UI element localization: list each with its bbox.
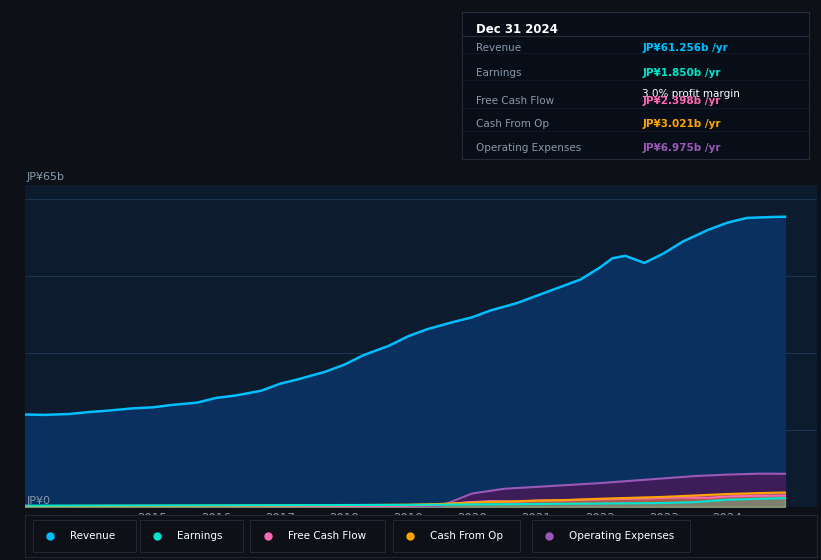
Text: JP¥6.975b /yr: JP¥6.975b /yr (642, 143, 721, 153)
Text: Earnings: Earnings (476, 68, 521, 78)
Text: Cash From Op: Cash From Op (430, 531, 503, 541)
Text: Operating Expenses: Operating Expenses (569, 531, 674, 541)
Text: JP¥2.398b /yr: JP¥2.398b /yr (642, 96, 721, 106)
Text: Cash From Op: Cash From Op (476, 119, 549, 129)
Text: Revenue: Revenue (476, 43, 521, 53)
Text: Earnings: Earnings (177, 531, 222, 541)
Text: Operating Expenses: Operating Expenses (476, 143, 581, 153)
Text: JP¥61.256b /yr: JP¥61.256b /yr (642, 43, 728, 53)
Text: Free Cash Flow: Free Cash Flow (476, 96, 554, 106)
Text: Dec 31 2024: Dec 31 2024 (476, 22, 558, 36)
Text: JP¥3.021b /yr: JP¥3.021b /yr (642, 119, 721, 129)
Text: Free Cash Flow: Free Cash Flow (287, 531, 366, 541)
Text: Revenue: Revenue (70, 531, 115, 541)
Text: JP¥65b: JP¥65b (26, 172, 64, 182)
Text: JP¥1.850b /yr: JP¥1.850b /yr (642, 68, 721, 78)
Text: 3.0% profit margin: 3.0% profit margin (642, 88, 741, 99)
Text: JP¥0: JP¥0 (26, 496, 50, 506)
